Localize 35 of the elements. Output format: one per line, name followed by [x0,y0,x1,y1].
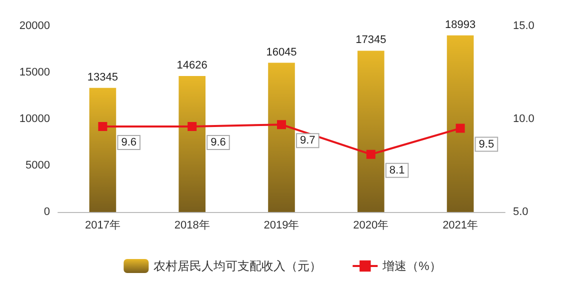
data-label: 13345 [87,71,118,84]
x-tick-label: 2019年 [264,220,300,232]
bar [89,88,116,212]
y2-tick-label: 15.0 [513,20,534,32]
data-label: 9.5 [478,138,494,150]
data-label: 9.6 [121,136,136,148]
y-tick-label: 0 [44,206,50,218]
x-tick-label: 2017年 [84,220,120,232]
point [366,150,376,159]
point [98,122,108,131]
y2-tick-label: 10.0 [513,113,534,125]
y-tick-label: 20000 [19,20,50,32]
legend-label: 农村居民人均可支配收入（元） [154,259,322,273]
data-label: 16045 [266,46,297,58]
data-label: 9.7 [300,134,316,147]
bar [268,62,295,212]
data-label: 9.6 [210,136,226,148]
x-tick-label: 2021年 [442,220,478,232]
x-tick-label: 2018年 [174,220,210,232]
bar [357,50,384,212]
data-label: 14626 [176,59,208,72]
y2-tick-label: 5.0 [513,206,528,218]
bar [446,35,474,212]
bar [178,76,206,212]
data-label: 17345 [356,34,386,46]
x-tick-label: 2020年 [353,220,389,232]
y-tick-label: 5000 [26,160,50,172]
data-label: 8.1 [389,164,405,176]
point [277,120,286,130]
y-tick-label: 10000 [19,113,50,125]
point [188,122,197,131]
data-label: 18993 [445,18,476,31]
point [456,124,465,133]
legend-label: 增速（%） [382,259,442,273]
y-tick-label: 15000 [19,66,50,78]
